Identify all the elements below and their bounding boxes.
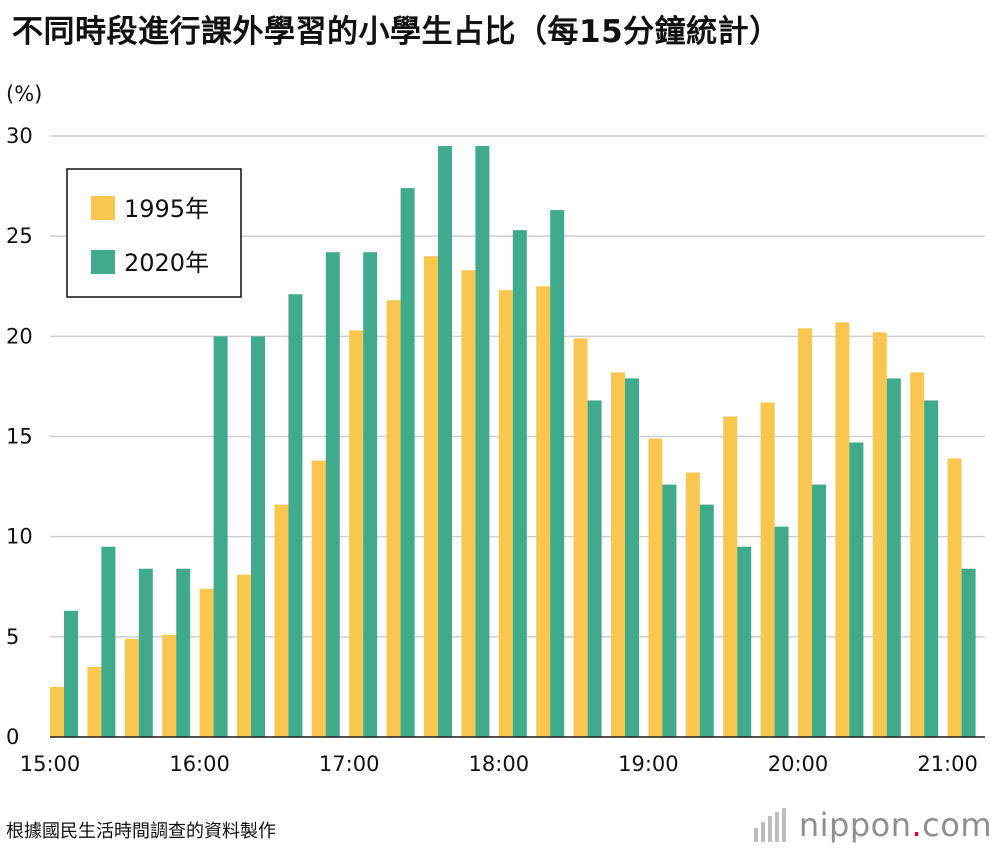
source-note: 根據國民生活時間調查的資料製作 (6, 821, 276, 842)
bar-series2 (662, 484, 677, 737)
bar-series1 (611, 372, 625, 737)
bar-series2 (438, 146, 452, 737)
bar-series2 (737, 546, 752, 737)
bar-series1 (274, 504, 289, 737)
x-tick-label: 19:00 (618, 752, 679, 776)
bar-series1 (237, 574, 251, 737)
bar-series2 (924, 400, 939, 737)
bar-series2 (886, 378, 901, 737)
bar-series1 (311, 460, 326, 737)
legend-swatch (91, 250, 115, 274)
y-tick-label: 30 (6, 124, 33, 148)
legend-swatch (91, 196, 115, 220)
logo-bars-icon (753, 808, 789, 842)
legend-label: 2020年 (124, 249, 209, 277)
bar-series2 (699, 504, 714, 737)
bar-series1 (910, 372, 925, 737)
bar-series1 (386, 300, 401, 737)
bar-series2 (176, 568, 191, 737)
y-tick-label: 10 (6, 525, 33, 549)
bar-series1 (199, 588, 214, 737)
bar-series1 (648, 438, 663, 737)
bar-series1 (723, 416, 738, 737)
bar-series2 (961, 568, 976, 737)
bar-series2 (774, 526, 789, 737)
x-tick-label: 17:00 (319, 752, 380, 776)
x-tick-label: 16:00 (169, 752, 230, 776)
bar-series2 (849, 442, 864, 737)
bar-series2 (288, 294, 303, 737)
y-tick-label: 25 (6, 224, 33, 248)
bar-series2 (587, 400, 602, 737)
bar-series1 (498, 290, 513, 737)
bar-series2 (550, 210, 565, 737)
bar-series2 (138, 568, 153, 737)
legend-box (66, 168, 242, 298)
bar-series1 (835, 322, 850, 737)
legend-label: 1995年 (124, 195, 209, 223)
bar-series2 (812, 484, 826, 737)
x-tick-label: 15:00 (20, 752, 81, 776)
bar-series2 (251, 336, 265, 737)
x-tick-label: 21:00 (917, 752, 978, 776)
bar-series1 (947, 458, 962, 737)
bar-series2 (400, 188, 415, 737)
bar-series1 (872, 332, 887, 737)
bar-series1 (162, 634, 177, 737)
bar-series1 (798, 328, 812, 737)
y-axis-unit-label: (%) (6, 82, 43, 106)
bar-series2 (475, 146, 490, 737)
bar-series1 (536, 286, 551, 737)
nippon-logo: nippon.com (753, 806, 992, 844)
bar-series2 (64, 610, 78, 737)
x-tick-label: 20:00 (768, 752, 829, 776)
bar-series1 (87, 666, 102, 737)
y-tick-label: 5 (6, 625, 19, 649)
y-tick-label: 15 (6, 425, 33, 449)
bar-series1 (424, 256, 438, 737)
y-tick-label: 20 (6, 324, 33, 348)
bar-series1 (124, 638, 139, 737)
x-tick-label: 18:00 (469, 752, 530, 776)
bar-series2 (363, 252, 378, 737)
y-tick-label: 0 (6, 725, 19, 749)
bar-series2 (325, 252, 340, 737)
logo-text: nippon.com (798, 806, 992, 844)
bar-series2 (101, 546, 116, 737)
bar-series1 (349, 330, 364, 737)
bar-series2 (213, 336, 228, 737)
bar-series1 (50, 686, 64, 737)
bar-series1 (760, 402, 775, 737)
bar-series2 (512, 230, 527, 737)
bar-series1 (685, 472, 700, 737)
chart-title: 不同時段進行課外學習的小學生占比（每15分鐘統計） (12, 14, 781, 50)
bar-series2 (625, 378, 639, 737)
bar-series1 (461, 270, 476, 737)
bar-chart: 0 5 10 15 20 25 30 15:00 16:00 17:00 18:00 19:00 20:… (6, 124, 985, 776)
bar-series1 (573, 338, 588, 737)
